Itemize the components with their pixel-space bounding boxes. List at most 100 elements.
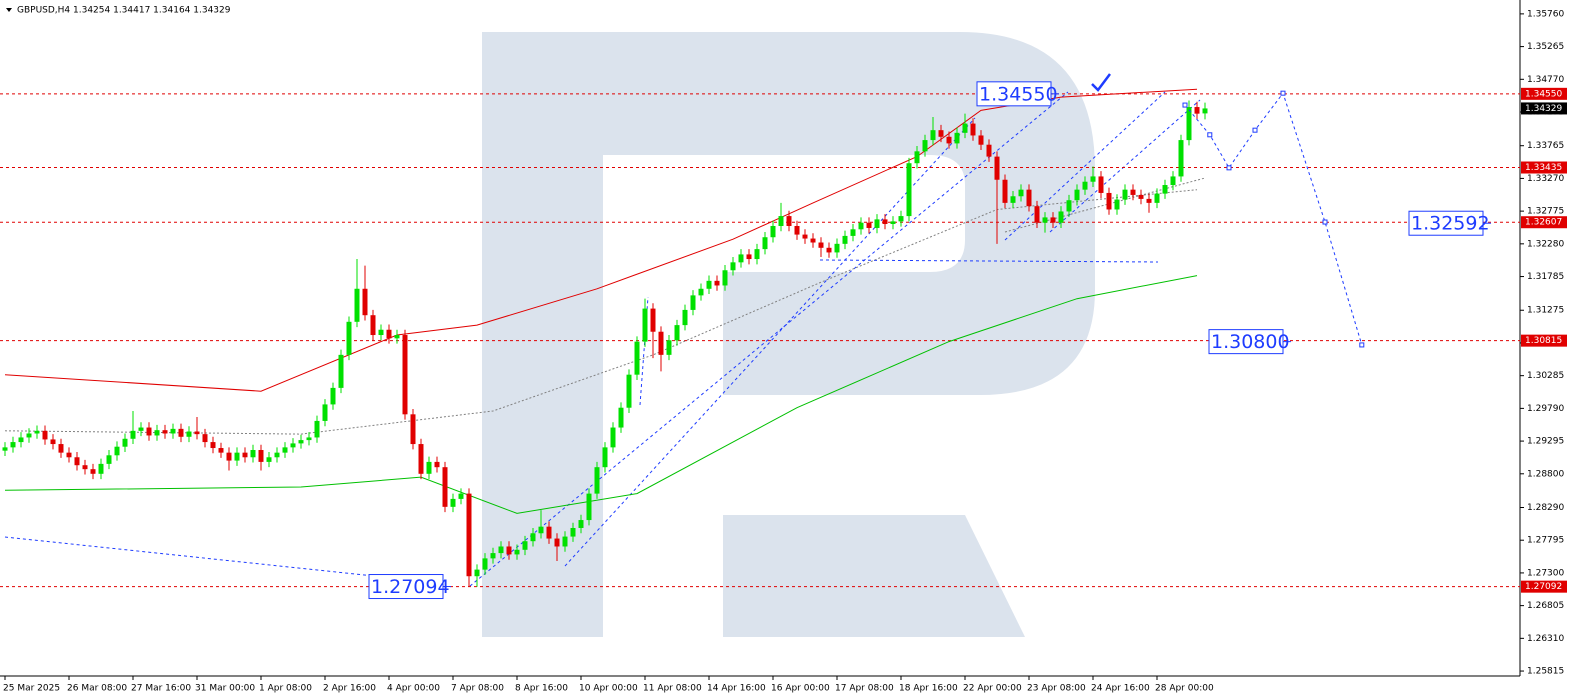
forecast-point [1280,90,1286,96]
candle-body [250,450,256,458]
level-price-label: 1.30815 [1525,336,1562,346]
x-tick-label: 24 Apr 16:00 [1091,684,1150,694]
candle-body [186,431,192,437]
candle-body [122,438,128,447]
candle-body [130,430,136,439]
y-tick-label: 1.31275 [1527,306,1564,316]
candle-body [1018,189,1024,197]
candle-body [418,444,424,474]
candle-body [826,247,832,253]
candle-body [314,420,320,438]
candle-body [538,526,544,534]
candle-body [154,430,160,436]
candle-body [162,430,168,434]
candle-body [1154,193,1160,203]
candle-body [754,249,760,260]
level-price-box [1521,87,1567,100]
candle-body [914,151,920,164]
candle-body [2,447,8,451]
candle-body [378,329,384,336]
candle-body [1010,196,1016,203]
candle-body [858,222,864,230]
candle-body [962,123,968,133]
y-tick-label: 1.30285 [1527,371,1564,381]
candle-body [1114,199,1120,210]
candle-body [426,461,432,474]
candle-body [546,526,552,539]
candle-body [506,546,512,555]
candle-body [1090,176,1096,182]
candle-body [1178,140,1184,177]
candle-body [1122,189,1128,200]
y-tick-label: 1.32775 [1527,207,1564,217]
candle-body [362,288,368,316]
candle-body [1042,217,1048,223]
annotation: 1.34550 [979,83,1058,105]
x-tick-label: 4 Apr 00:00 [387,684,440,694]
candle-body [170,428,176,434]
candle-body [626,374,632,408]
candle-body [306,437,312,441]
moving-average [4,275,1198,514]
candle-body [906,163,912,217]
candle-body [138,427,144,431]
x-tick-label: 28 Apr 00:00 [1155,684,1214,694]
y-tick-label: 1.26310 [1527,634,1564,644]
candle-body [1066,200,1072,212]
annotation-box [368,574,444,600]
candle-body [282,447,288,453]
candle-body [490,553,496,559]
candle-body [450,498,456,507]
x-tick-label: 10 Apr 00:00 [579,684,638,694]
chart-title: GBPUSD,H4 1.34254 1.34417 1.34164 1.3432… [17,6,231,16]
candle-body [218,448,224,453]
candle-body [274,452,280,458]
candle-body [898,216,904,222]
x-tick-label: 27 Mar 16:00 [131,684,191,694]
y-tick-label: 1.33765 [1527,141,1564,151]
candle-body [1002,179,1008,203]
candle-body [778,216,784,226]
candle-body [474,569,480,577]
candle-body [482,558,488,570]
candle-body [650,308,656,332]
current-price-label: 1.34329 [1525,104,1562,114]
annotation-box [1408,210,1484,236]
candle-body [42,430,48,440]
candle-body [1058,211,1064,223]
y-tick-label: 1.29295 [1527,437,1564,447]
candle-body [762,237,768,250]
candle-body [210,442,216,449]
candle-body [114,446,120,456]
x-tick-label: 23 Apr 08:00 [1027,684,1086,694]
candle-body [794,225,800,235]
candle-body [834,243,840,253]
level-price-label: 1.32607 [1525,218,1562,228]
candle-body [882,219,888,225]
candle-body [666,340,672,355]
candle-body [602,447,608,468]
y-tick-label: 1.27795 [1527,536,1564,546]
y-tick-label: 1.26805 [1527,601,1564,611]
candle-body [290,443,296,448]
candle-body [786,216,792,226]
candle-body [1130,189,1136,195]
candle-body [818,242,824,248]
candle-body [386,329,392,339]
forecast-point [1322,219,1328,225]
forecast-point [1359,342,1365,348]
candle-body [706,280,712,289]
candle-body [322,404,328,421]
candle-body [266,457,272,462]
menu-arrow[interactable] [6,8,12,12]
annotation-box [1208,329,1284,355]
x-tick-label: 1 Apr 08:00 [259,684,312,694]
level-price-box [1521,580,1567,593]
candle-body [410,414,416,445]
candle-body [594,467,600,494]
candle-body [1202,108,1208,114]
candle-body [522,541,528,550]
candle-body [642,308,648,342]
candle-body [618,407,624,428]
candle-body [938,130,944,137]
